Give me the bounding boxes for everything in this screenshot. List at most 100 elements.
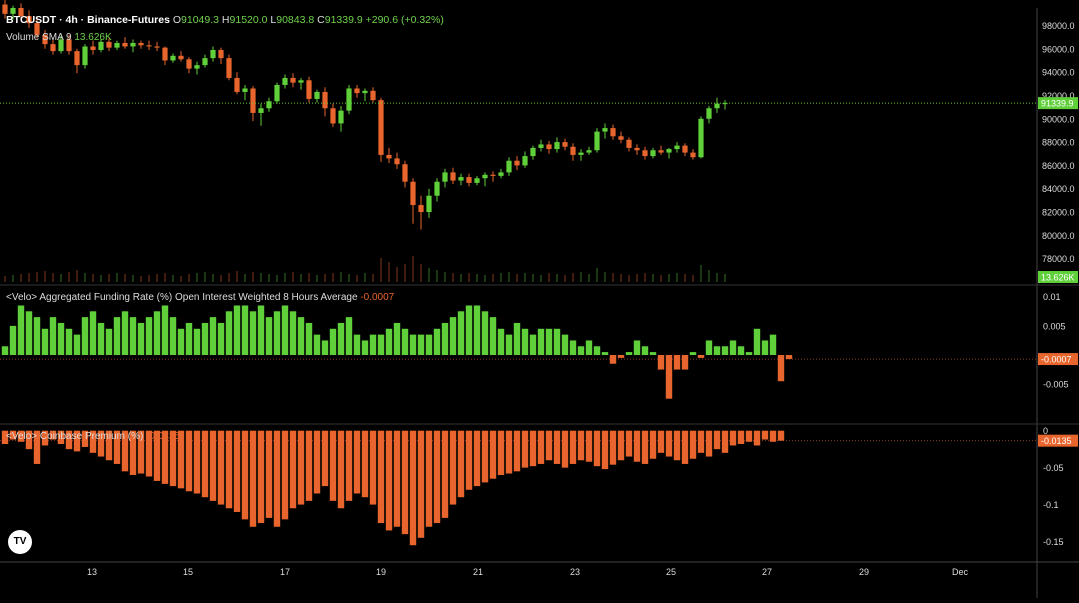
volume-bar [132, 275, 134, 282]
premium-bar [473, 430, 481, 487]
last-price-badge [1038, 97, 1078, 110]
funding-bar [321, 340, 329, 355]
premium-bar [121, 430, 129, 472]
premium-tick-label: -0.15 [1043, 537, 1064, 547]
premium-bar [681, 430, 689, 464]
candle-body [426, 195, 432, 213]
volume-bar [580, 272, 582, 282]
funding-bar [193, 328, 201, 355]
price-tick-label: 86000.0 [1042, 161, 1075, 171]
candle-body [106, 41, 112, 48]
volume-bar [516, 274, 518, 282]
candle-body [690, 152, 696, 158]
candle-body [298, 80, 304, 83]
funding-bar [545, 328, 553, 355]
premium-bar [225, 430, 233, 509]
symbol-title[interactable]: BTCUSDT · 4h · Binance-Futures [6, 14, 170, 26]
candle-body [210, 49, 216, 59]
premium-bar [249, 430, 257, 527]
funding-bar [377, 334, 385, 355]
premium-title[interactable]: <Velo> Coinbase Premium (%) [6, 431, 144, 442]
funding-bar [449, 317, 457, 355]
volume-bar [276, 275, 278, 282]
candle-body [506, 160, 512, 173]
funding-bar [81, 317, 89, 355]
premium-bar [721, 430, 729, 453]
volume-bar [716, 273, 718, 282]
volume-bar [68, 272, 70, 282]
time-tick-label: 27 [762, 567, 772, 577]
tradingview-logo[interactable]: TV [8, 530, 32, 554]
candle-body [362, 90, 368, 94]
candle-body [498, 172, 504, 176]
funding-bar [353, 334, 361, 355]
candle-body [234, 77, 240, 92]
premium-bar [641, 430, 649, 464]
candle-body [546, 144, 552, 150]
premium-bar [105, 430, 113, 461]
funding-bar [209, 317, 217, 355]
premium-bar [217, 430, 225, 505]
funding-bar [505, 334, 513, 355]
candle-body [306, 80, 312, 99]
premium-bar [705, 430, 713, 457]
funding-bar [369, 334, 377, 355]
funding-bar [73, 334, 81, 355]
candle-body [314, 91, 320, 99]
funding-bar [201, 322, 209, 355]
volume-bar [572, 273, 574, 282]
candle-body [706, 108, 712, 119]
premium-bar [57, 430, 65, 444]
funding-bar [641, 346, 649, 355]
funding-bar [161, 305, 169, 355]
funding-bar [769, 334, 777, 355]
funding-bar [49, 317, 57, 355]
volume-bar [348, 274, 350, 282]
funding-bar [761, 340, 769, 355]
volume-bar [548, 273, 550, 282]
funding-bar [529, 334, 537, 355]
funding-bar [113, 317, 121, 355]
premium-bar [689, 430, 697, 459]
funding-bar [537, 328, 545, 355]
volume-label[interactable]: Volume SMA 9 [6, 32, 72, 43]
funding-bar [153, 311, 161, 355]
volume-bar [76, 270, 78, 282]
funding-bar [129, 317, 137, 355]
funding-title[interactable]: <Velo> Aggregated Funding Rate (%) Open … [6, 292, 358, 303]
volume-bar [388, 262, 390, 282]
funding-tick-label: -0.005 [1043, 380, 1069, 390]
candle-body [98, 41, 104, 50]
funding-bar [289, 311, 297, 355]
premium-bar [273, 430, 281, 527]
premium-tick-label: 0 [1043, 426, 1048, 436]
funding-bar [57, 322, 65, 355]
funding-bar [393, 322, 401, 355]
funding-bar [97, 322, 105, 355]
funding-bar [569, 340, 577, 355]
premium-bar [513, 430, 521, 472]
premium-bar [465, 430, 473, 490]
volume-bar [236, 271, 238, 282]
candle-body [602, 128, 608, 132]
funding-bar [273, 311, 281, 355]
premium-bar [17, 430, 25, 442]
volume-bar [532, 274, 534, 282]
volume-bar [28, 273, 30, 282]
volume-bar [316, 275, 318, 282]
candle-body [266, 101, 272, 109]
volume-bar [4, 276, 6, 282]
premium-bar [41, 430, 49, 446]
premium-value: -0.0135 [146, 431, 180, 442]
candle-body [482, 174, 488, 179]
candle-body [346, 88, 352, 111]
volume-bar [180, 276, 182, 282]
funding-bar [657, 355, 665, 370]
premium-bar [417, 430, 425, 538]
candle-body [402, 164, 408, 182]
volume-bar [52, 273, 54, 282]
funding-bar [553, 328, 561, 355]
candle-body [642, 150, 648, 157]
funding-bar [729, 340, 737, 355]
